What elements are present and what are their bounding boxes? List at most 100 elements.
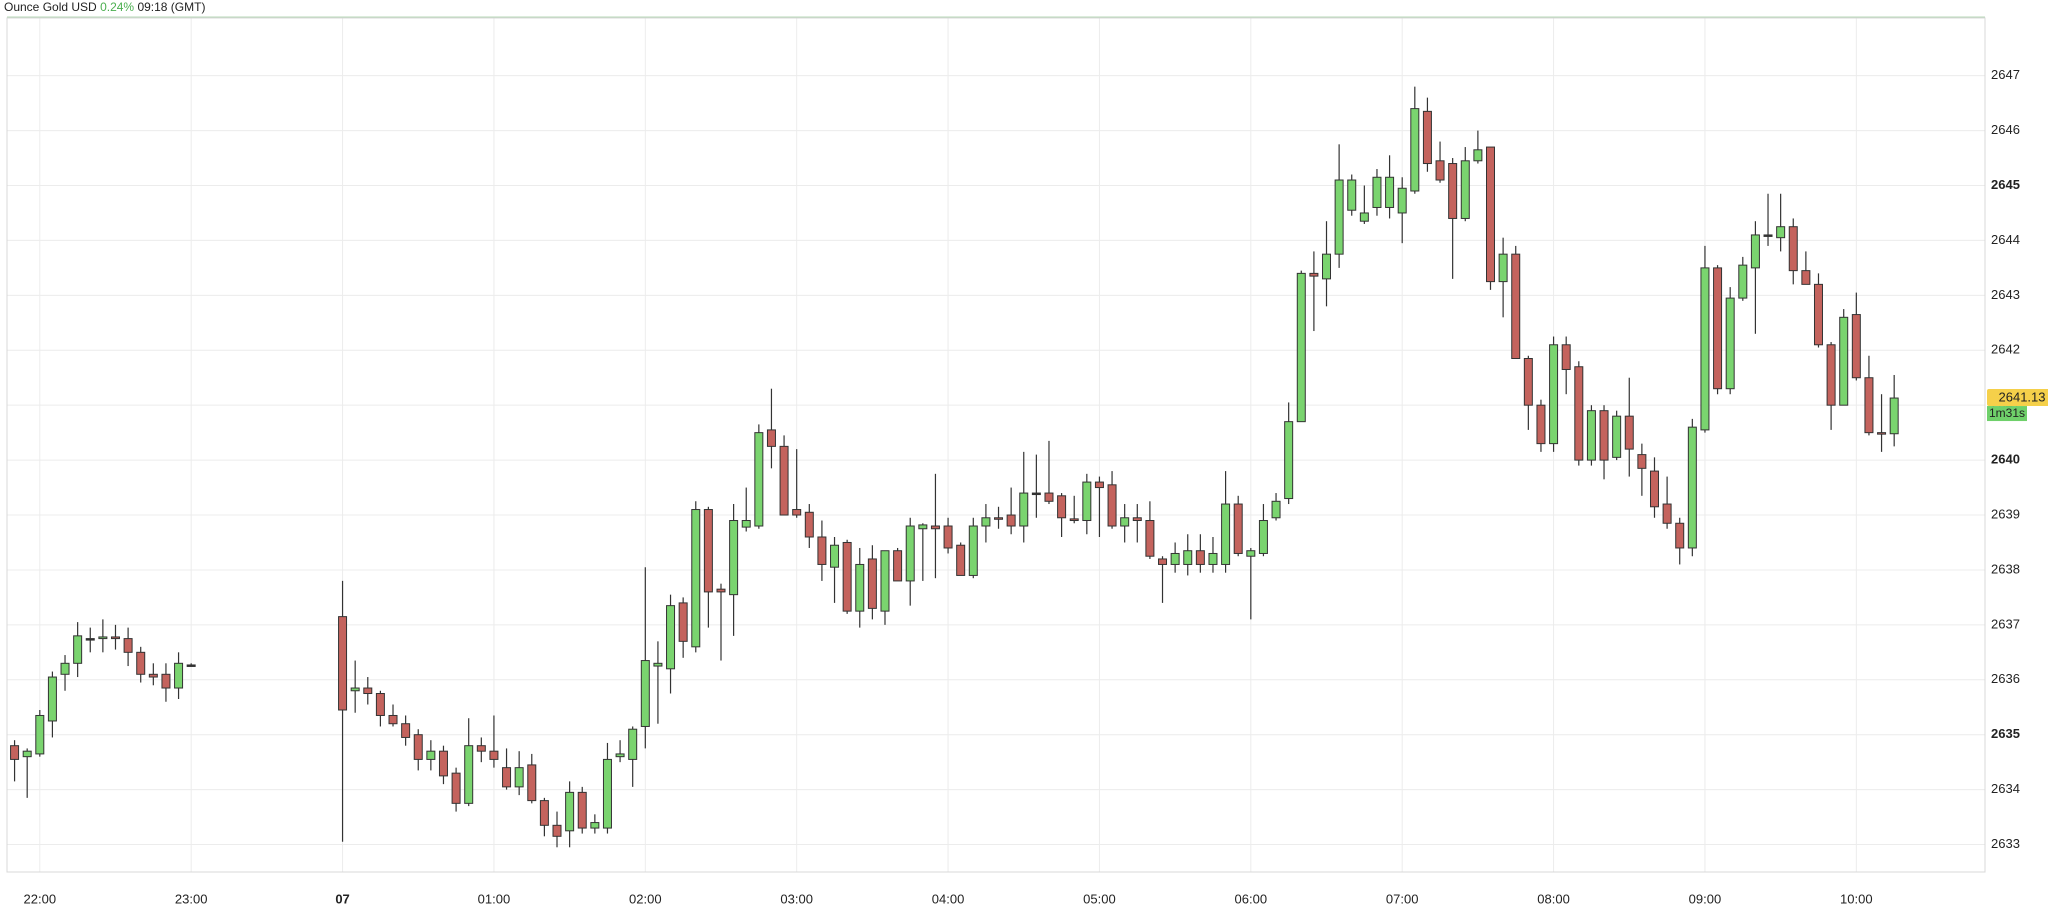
candle-body xyxy=(1221,503,1231,565)
candle-body xyxy=(426,750,436,760)
candle-body xyxy=(350,687,360,692)
candle-body xyxy=(1170,552,1180,565)
candle-body xyxy=(577,791,587,829)
candle-body xyxy=(628,728,638,760)
change: 0.24% xyxy=(100,0,134,14)
candle-body xyxy=(1271,500,1281,519)
y-tick-label: 2634 xyxy=(1991,781,2020,796)
candle-body xyxy=(1158,558,1168,565)
candle-body xyxy=(1486,146,1495,283)
candle-body xyxy=(855,563,865,612)
plot-frame xyxy=(6,17,1986,873)
y-tick-label: 2633 xyxy=(1991,836,2020,851)
candle-body xyxy=(1662,503,1672,524)
candle-body xyxy=(653,662,663,667)
candle-body xyxy=(1448,163,1458,219)
candle-body xyxy=(552,824,562,837)
x-tick-label: 22:00 xyxy=(24,891,57,906)
candle-body xyxy=(1460,160,1470,219)
candle-body xyxy=(1145,520,1155,557)
candle-body xyxy=(1019,492,1029,527)
candle-body xyxy=(880,550,890,612)
x-tick-label: 03:00 xyxy=(780,891,813,906)
candle-body xyxy=(956,544,966,576)
candle-body xyxy=(1258,520,1268,554)
candle-body xyxy=(779,445,789,516)
candle-body xyxy=(539,800,549,826)
candle-body xyxy=(1536,404,1546,445)
candle-body xyxy=(1233,503,1243,554)
candle-body xyxy=(1372,176,1382,208)
candle-body xyxy=(60,662,70,675)
x-tick-label: 08:00 xyxy=(1537,891,1570,906)
candle-body xyxy=(1094,481,1104,489)
candle-body xyxy=(1599,410,1609,461)
time: 09:18 (GMT) xyxy=(137,0,205,14)
candle-body xyxy=(1574,366,1584,461)
candle-body xyxy=(565,791,575,832)
candle-body xyxy=(602,758,612,829)
candle-body xyxy=(1284,421,1294,500)
candle-body xyxy=(1851,314,1861,379)
x-tick-label: 10:00 xyxy=(1840,891,1873,906)
candle-body xyxy=(994,517,1004,520)
candle-body xyxy=(766,429,776,447)
y-tick-label: 2636 xyxy=(1991,671,2020,686)
x-tick-label: 01:00 xyxy=(478,891,511,906)
candle-body xyxy=(1687,426,1697,549)
candle-body xyxy=(1813,283,1823,346)
y-tick-label: 2647 xyxy=(1991,67,2020,82)
candle-body xyxy=(817,536,827,565)
candle-body xyxy=(716,588,726,593)
countdown-box xyxy=(1987,406,2027,422)
candle-body xyxy=(968,525,978,576)
candle-body xyxy=(35,714,45,755)
candle-body xyxy=(1763,234,1773,237)
x-tick-label: 02:00 xyxy=(629,891,662,906)
candles xyxy=(10,86,1899,848)
candle-body xyxy=(1839,316,1849,406)
candle-body xyxy=(514,767,524,788)
candle-body xyxy=(1435,160,1445,181)
candle-body xyxy=(1889,397,1899,435)
y-tick-label: 2645 xyxy=(1991,177,2020,192)
candle-body xyxy=(1006,514,1016,527)
candle-body xyxy=(703,509,713,593)
candle-body xyxy=(1498,253,1508,283)
candle-body xyxy=(338,616,348,711)
candle-body xyxy=(1309,272,1319,277)
chart-title: Ounce Gold USD xyxy=(4,0,97,14)
x-tick-label: 07:00 xyxy=(1386,891,1419,906)
candle-body xyxy=(1385,176,1395,208)
x-tick-label: 07 xyxy=(335,891,349,906)
candle-body xyxy=(1246,550,1256,557)
candle-body xyxy=(1473,149,1483,162)
candle-body xyxy=(1713,267,1723,390)
x-tick-label: 09:00 xyxy=(1689,891,1722,906)
candle-body xyxy=(893,550,903,582)
candle-body xyxy=(47,676,57,722)
candle-body xyxy=(85,638,95,641)
candle-body xyxy=(792,509,802,516)
candle-body xyxy=(1511,253,1521,360)
candle-body xyxy=(754,432,764,527)
y-tick-label: 2644 xyxy=(1991,232,2020,247)
candle-body xyxy=(375,693,385,716)
y-tick-label: 2640 xyxy=(1991,452,2020,467)
candle-body xyxy=(1612,415,1622,458)
candle-body xyxy=(1132,517,1142,522)
candle-body xyxy=(186,664,196,667)
candle-body xyxy=(73,635,83,664)
candle-body xyxy=(363,687,373,695)
candle-body xyxy=(867,558,877,609)
candle-body xyxy=(1864,377,1874,434)
candle-body xyxy=(905,525,915,582)
candle-body xyxy=(1624,415,1634,450)
candle-body xyxy=(918,524,928,530)
candle-body xyxy=(136,651,146,675)
candle-body xyxy=(110,636,120,640)
candle-body xyxy=(615,753,625,758)
candle-body xyxy=(640,660,650,727)
candle-body xyxy=(1359,212,1369,222)
